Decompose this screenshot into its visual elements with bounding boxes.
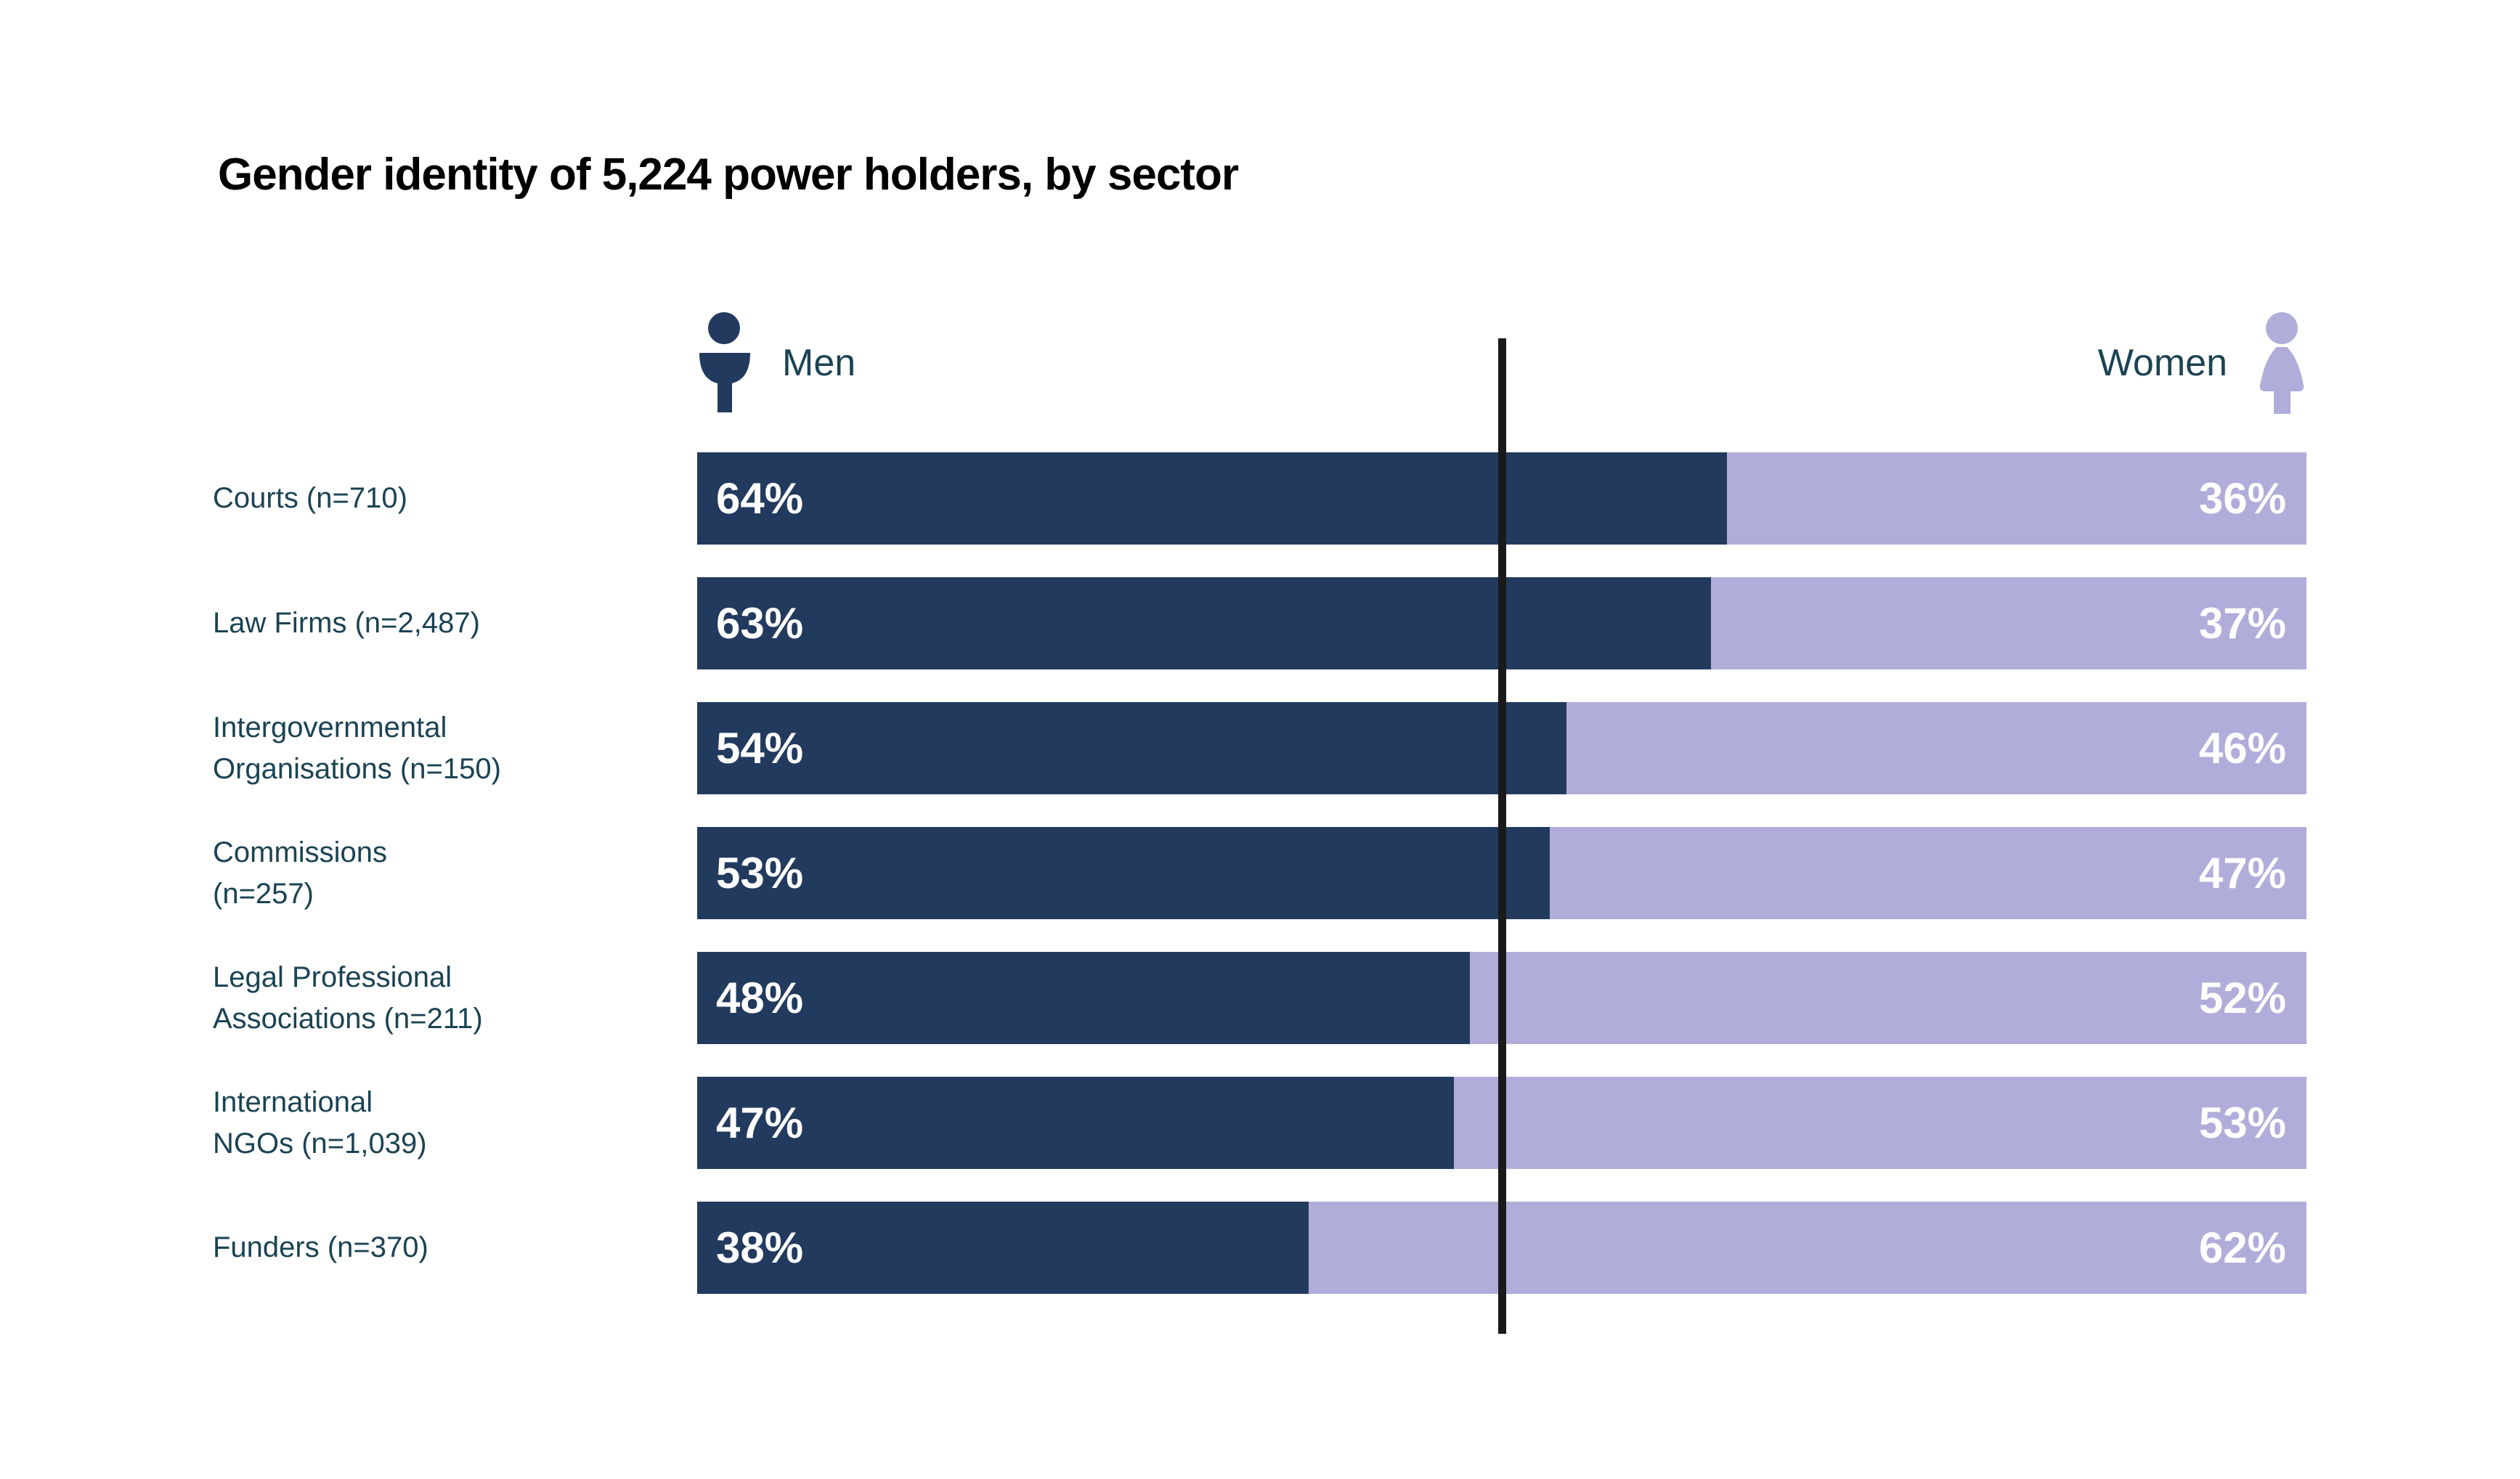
women-value-label: 36% bbox=[2198, 474, 2286, 523]
legend-women-label: Women bbox=[2097, 342, 2227, 384]
category-label: Funders (n=370) bbox=[213, 1231, 428, 1263]
bar-row: 54% 46% bbox=[697, 702, 2306, 794]
women-value-label: 53% bbox=[2198, 1099, 2286, 1147]
legend-women: Women bbox=[2098, 312, 2309, 414]
men-bar-segment: 54% bbox=[697, 702, 1566, 794]
men-value-label: 63% bbox=[716, 599, 804, 648]
women-bar-segment: 62% bbox=[1309, 1202, 2306, 1294]
category-label: Courts (n=710) bbox=[213, 482, 407, 514]
bar-row: 63% 37% bbox=[697, 577, 2306, 669]
category-label: Legal Professional Associations (n=211) bbox=[213, 961, 483, 1035]
bar-rows: 64% 36% 63% 37% 54% 46% 53% 47% 48% 52% 47% 53% 38% 6… bbox=[697, 452, 2306, 1327]
women-value-label: 47% bbox=[2198, 849, 2286, 897]
bar-row: 38% 62% bbox=[697, 1202, 2306, 1294]
men-value-label: 53% bbox=[716, 849, 804, 897]
men-value-label: 38% bbox=[716, 1223, 804, 1272]
category-label: Commissions (n=257) bbox=[213, 836, 388, 910]
man-icon bbox=[698, 312, 752, 414]
women-bar-segment: 53% bbox=[1453, 1077, 2306, 1169]
women-bar-segment: 52% bbox=[1469, 952, 2306, 1044]
bar-row: 48% 52% bbox=[697, 952, 2306, 1044]
women-bar-segment: 46% bbox=[1566, 702, 2306, 794]
men-bar-segment: 63% bbox=[697, 577, 1712, 669]
legend-men-label: Men bbox=[782, 342, 856, 384]
men-value-label: 64% bbox=[716, 474, 804, 523]
men-value-label: 54% bbox=[716, 724, 804, 773]
category-label: International NGOs (n=1,039) bbox=[213, 1085, 427, 1160]
women-value-label: 37% bbox=[2198, 599, 2286, 648]
woman-icon bbox=[2255, 312, 2309, 414]
women-value-label: 52% bbox=[2198, 974, 2286, 1022]
men-bar-segment: 64% bbox=[697, 452, 1728, 545]
category-label: Law Firms (n=2,487) bbox=[213, 607, 480, 639]
women-value-label: 46% bbox=[2198, 724, 2286, 773]
men-bar-segment: 38% bbox=[697, 1202, 1309, 1294]
women-bar-segment: 47% bbox=[1550, 827, 2306, 919]
women-bar-segment: 37% bbox=[1711, 577, 2306, 669]
bar-row: 47% 53% bbox=[697, 1077, 2306, 1169]
men-bar-segment: 48% bbox=[697, 952, 1470, 1044]
men-value-label: 47% bbox=[716, 1099, 804, 1147]
men-bar-segment: 47% bbox=[697, 1077, 1454, 1169]
page-title: Gender identity of 5,224 power holders, … bbox=[218, 150, 1239, 200]
category-labels: Courts (n=710) Law Firms (n=2,487) Intergo… bbox=[213, 452, 685, 1327]
women-value-label: 62% bbox=[2198, 1223, 2286, 1272]
men-bar-segment: 53% bbox=[697, 827, 1550, 919]
bar-row: 53% 47% bbox=[697, 827, 2306, 919]
category-label: Intergovernmental Organisations (n=150) bbox=[213, 711, 501, 785]
legend-men: Men bbox=[698, 312, 855, 414]
women-bar-segment: 36% bbox=[1727, 452, 2306, 545]
center-divider-line bbox=[1498, 338, 1506, 1334]
bar-row: 64% 36% bbox=[697, 452, 2306, 545]
men-value-label: 48% bbox=[716, 974, 804, 1022]
